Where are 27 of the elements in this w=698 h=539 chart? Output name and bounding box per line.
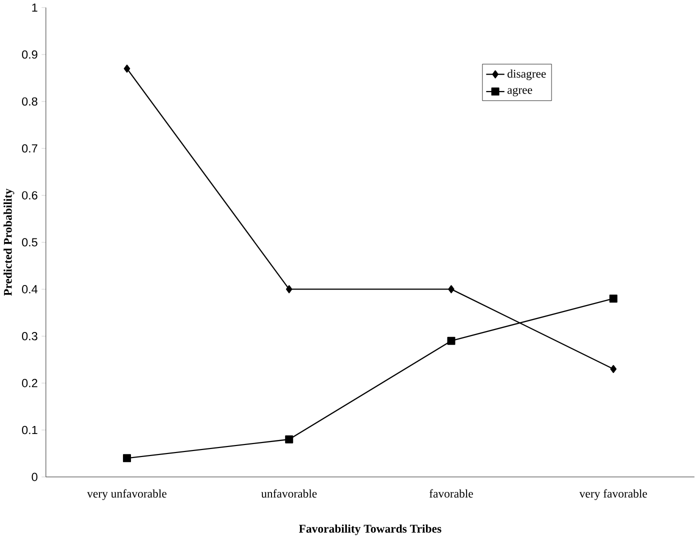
point	[609, 294, 618, 303]
y-tick-label: 0.7	[22, 144, 38, 153]
y-tick-label: 0	[32, 472, 38, 482]
y-tick-label: 0.2	[22, 379, 38, 388]
x-tick-label: very favorable	[579, 489, 648, 500]
y-tick-label: 0.1	[22, 426, 38, 434]
point	[122, 454, 131, 462]
y-tick-label: 0.5	[22, 238, 38, 247]
point	[447, 336, 456, 346]
x-tick-label: favorable	[429, 489, 473, 498]
y-tick-label: 0.3	[22, 332, 38, 340]
legend-label: disagree	[508, 70, 546, 80]
y-tick-label: 1	[32, 4, 38, 12]
point	[610, 365, 617, 374]
y-tick-label: 0.4	[22, 285, 38, 294]
x-tick-label: unfavorable	[261, 489, 317, 498]
x-tick-label: very unfavorable	[87, 489, 166, 500]
y-tick-label: 0.6	[22, 191, 38, 200]
point	[448, 285, 454, 294]
x-axis-title: Favorability Towards Tribes	[298, 524, 442, 536]
y-tick-label: 0.8	[22, 97, 38, 106]
y-axis-title: Predicted Probability	[4, 188, 14, 296]
legend-label: agree	[508, 88, 532, 96]
point	[124, 64, 130, 73]
point	[285, 436, 294, 444]
point	[286, 285, 292, 294]
y-tick-label: 0.9	[22, 50, 38, 59]
